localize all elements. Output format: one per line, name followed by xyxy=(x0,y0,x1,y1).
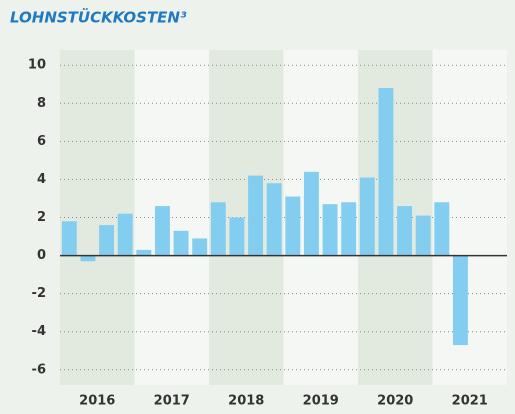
bar xyxy=(117,213,133,256)
bar xyxy=(154,206,170,256)
bar xyxy=(434,202,450,256)
y-tick-label: 8 xyxy=(37,96,46,111)
bar xyxy=(61,221,77,256)
y-tick-label: 0 xyxy=(37,248,46,263)
bar xyxy=(452,255,468,346)
bar xyxy=(80,255,96,262)
y-tick-label: -2 xyxy=(32,286,46,301)
y-tick-label: 10 xyxy=(28,58,46,73)
bar xyxy=(192,238,208,256)
y-tick-label: 6 xyxy=(37,134,46,149)
bar xyxy=(378,88,394,256)
bar xyxy=(303,171,319,256)
x-group-label: 2016 xyxy=(79,394,115,409)
bar xyxy=(99,225,115,256)
y-tick-label: -6 xyxy=(32,362,46,377)
bar xyxy=(266,183,282,256)
bar xyxy=(415,215,431,256)
bar xyxy=(285,196,301,256)
x-group-label: 2019 xyxy=(303,394,339,409)
bar xyxy=(341,202,357,256)
bar xyxy=(173,230,189,256)
year-band xyxy=(134,50,209,385)
bar xyxy=(210,202,226,256)
y-tick-label: 4 xyxy=(37,172,46,187)
chart-title: LOHNSTÜCKKOSTEN³ xyxy=(10,8,187,27)
y-tick-label: 2 xyxy=(37,210,46,225)
y-tick-label: -4 xyxy=(32,324,46,339)
x-group-label: 2021 xyxy=(452,394,488,409)
bar xyxy=(397,206,413,256)
x-group-label: 2017 xyxy=(154,394,190,409)
x-group-label: 2018 xyxy=(228,394,264,409)
bar xyxy=(248,175,264,256)
x-group-label: 2020 xyxy=(377,394,413,409)
bar xyxy=(229,217,245,256)
bar xyxy=(359,177,375,256)
bar xyxy=(136,249,152,256)
bar xyxy=(322,204,338,256)
